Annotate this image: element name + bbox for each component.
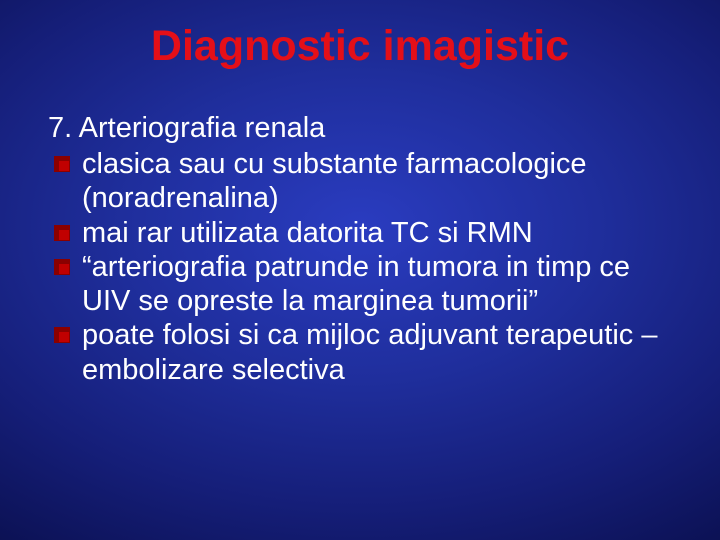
list-item: “arteriografia patrunde in tumora in tim…: [52, 250, 680, 318]
section-heading: 7. Arteriografia renala: [48, 111, 680, 145]
bullet-text: mai rar utilizata datorita TC si RMN: [82, 217, 533, 249]
bullet-list: clasica sau cu substante farmacologice (…: [52, 147, 680, 387]
slide: Diagnostic imagistic 7. Arteriografia re…: [0, 0, 720, 540]
list-item: poate folosi si ca mijloc adjuvant terap…: [52, 318, 680, 386]
list-item: mai rar utilizata datorita TC si RMN: [52, 216, 680, 250]
bullet-text: clasica sau cu substante farmacologice (…: [82, 148, 587, 214]
slide-content: 7. Arteriografia renala clasica sau cu s…: [40, 111, 680, 387]
list-item: clasica sau cu substante farmacologice (…: [52, 147, 680, 215]
bullet-text: poate folosi si ca mijloc adjuvant terap…: [82, 319, 657, 385]
bullet-text: “arteriografia patrunde in tumora in tim…: [82, 251, 630, 317]
slide-title: Diagnostic imagistic: [40, 22, 680, 71]
